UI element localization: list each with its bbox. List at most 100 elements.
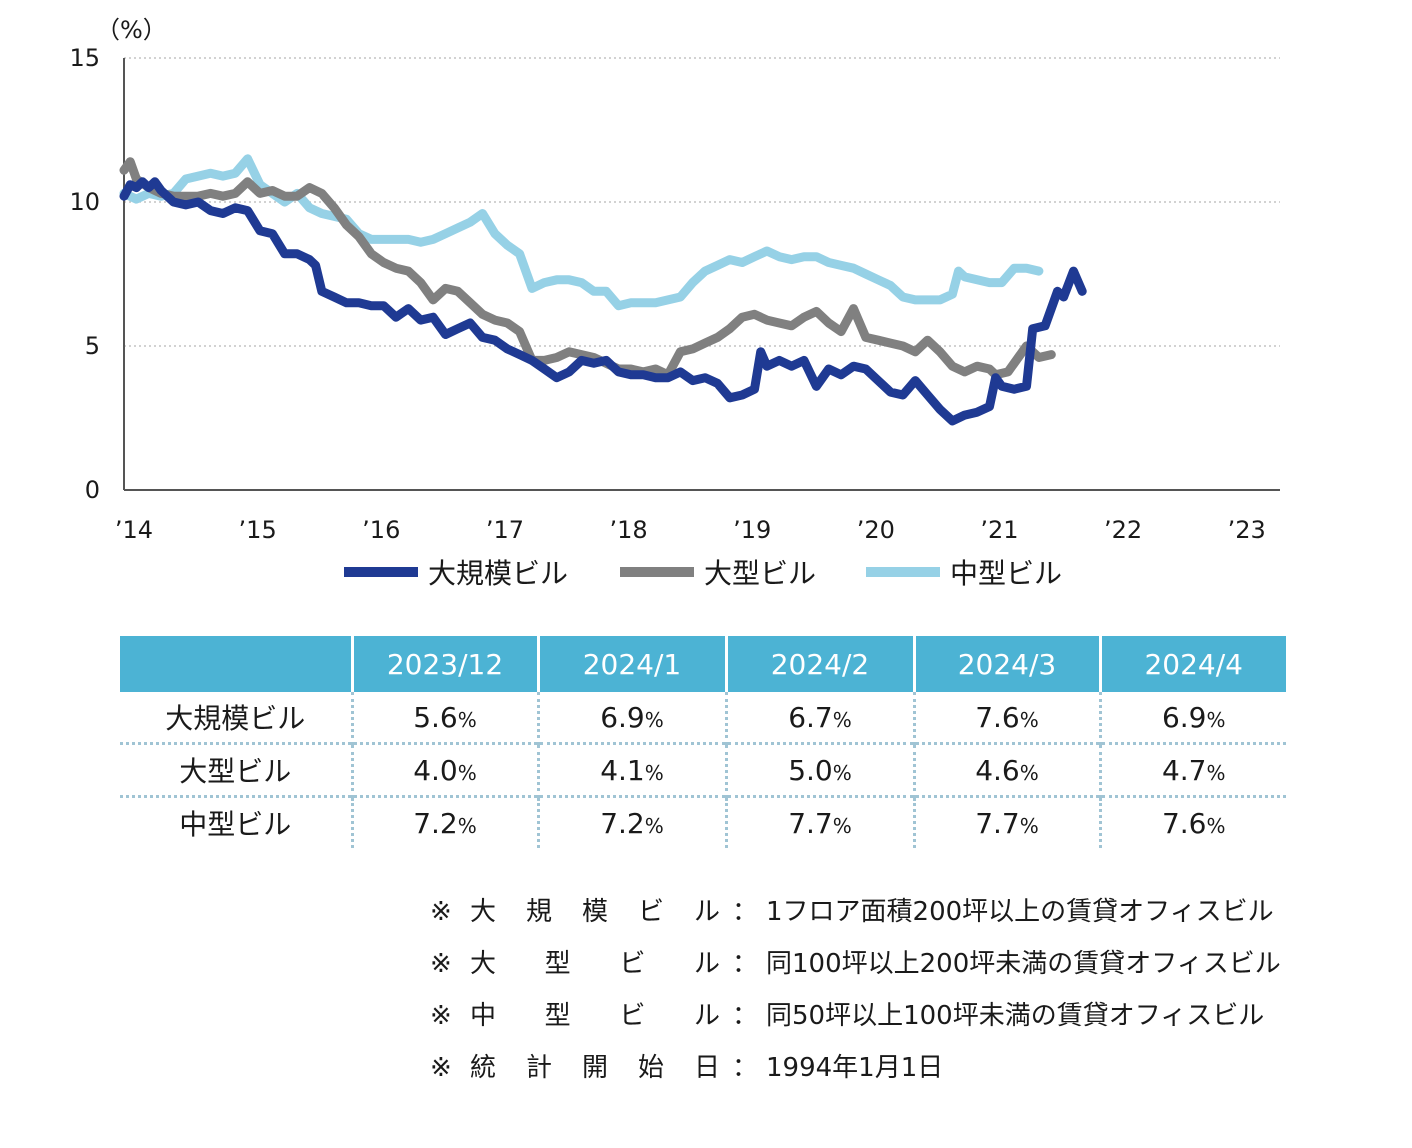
cell-value: 4.0 [413, 753, 458, 787]
note-term-char: 型 [544, 949, 571, 979]
cell-unit: % [457, 813, 477, 838]
note-mark: ※ [430, 1053, 452, 1083]
cell-value: 5.0 [788, 753, 833, 787]
cell-value: 6.9 [1161, 700, 1207, 734]
table-cell: 4.6% [912, 742, 1100, 797]
x-tick-label: ’23 [1228, 516, 1266, 544]
x-tick-label: ’22 [1104, 516, 1142, 544]
cell-value: 4.6 [975, 753, 1020, 787]
note-term: 中 型 ビ ル [470, 990, 732, 1042]
cell-unit: % [832, 760, 852, 785]
table-cell: 7.2% [350, 795, 538, 848]
note-colon: ： [732, 949, 759, 979]
cell-unit: % [1206, 707, 1226, 732]
table-cell: 4.7% [1098, 742, 1286, 797]
cell-unit: % [1019, 813, 1039, 838]
cell-unit: % [457, 760, 477, 785]
y-tick-label: 5 [85, 332, 100, 360]
cell-value: 6.7 [788, 700, 833, 734]
x-tick-label: ’19 [733, 516, 771, 544]
note-term-char: 大 [470, 949, 497, 979]
note-term-char: ビ [637, 897, 664, 927]
note-term-char: 模 [581, 897, 608, 927]
table-cell: 6.9% [1098, 692, 1286, 744]
note-term: 大 規 模 ビ ル [470, 886, 732, 938]
table-header-cell: 2024/1 [536, 636, 726, 692]
note-row: ※ 統 計 開 始 日 ： 1994年1月1日 [430, 1042, 1281, 1094]
table-header-cell: 2023/12 [350, 636, 538, 692]
table-cell: 6.9% [536, 692, 726, 744]
table-cell: 5.0% [724, 742, 914, 797]
x-tick-label: ’18 [609, 516, 647, 544]
gridlines [124, 57, 1280, 347]
table-row: 大型ビル 4.0% 4.1% 5.0% 4.6% 4.7% [120, 742, 1286, 797]
cell-unit: % [832, 813, 852, 838]
note-colon: ： [732, 1053, 759, 1083]
table-header-cell: 2024/3 [912, 636, 1100, 692]
y-tick-label: 10 [69, 188, 100, 216]
note-mark: ※ [430, 1001, 452, 1031]
x-tick-label: ’17 [486, 516, 524, 544]
note-term: 大 型 ビ ル [470, 938, 732, 990]
note-term-char: 大 [470, 897, 497, 927]
note-description: 1フロア面積200坪以上の賃貸オフィスビル [766, 897, 1274, 927]
cell-value: 7.6 [975, 700, 1020, 734]
table-cell: 7.7% [912, 795, 1100, 848]
note-mark: ※ [430, 949, 452, 979]
note-term-char: 型 [544, 1001, 571, 1031]
note-term-char: 中 [470, 1001, 497, 1031]
note-description: 同100坪以上200坪未満の賃貸オフィスビル [766, 949, 1281, 979]
table-cell: 7.2% [536, 795, 726, 848]
legend-item-medium: 中型ビル [866, 548, 1062, 596]
cell-value: 7.2 [600, 806, 645, 840]
x-tick-label: ’16 [362, 516, 400, 544]
cell-unit: % [644, 813, 664, 838]
table-cell: 4.0% [350, 742, 538, 797]
table-header-cell: 2024/4 [1098, 636, 1286, 692]
cell-value: 5.6 [413, 700, 458, 734]
legend-label-large-scale: 大規模ビル [428, 557, 569, 590]
table-cell: 7.7% [724, 795, 914, 848]
table-header-corner [120, 636, 352, 692]
row-label: 大型ビル [120, 742, 352, 797]
note-colon: ： [732, 1001, 759, 1031]
table-row: 大規模ビル 5.6% 6.9% 6.7% 7.6% 6.9% [120, 692, 1286, 744]
legend-swatch-large-scale [344, 567, 418, 577]
legend-label-large: 大型ビル [704, 557, 817, 590]
row-label: 大規模ビル [165, 702, 306, 735]
y-axis-ticks: 0 5 10 15 [69, 44, 100, 504]
cell-unit: % [457, 707, 477, 732]
x-tick-label: ’15 [239, 516, 277, 544]
cell-value: 7.7 [975, 806, 1020, 840]
cell-value: 7.6 [1161, 806, 1207, 840]
note-term-char: 統 [470, 1053, 497, 1083]
note-row: ※ 中 型 ビ ル ： 同50坪以上100坪未満の賃貸オフィスビル [430, 990, 1281, 1042]
cell-value: 7.2 [413, 806, 458, 840]
cell-unit: % [1206, 760, 1226, 785]
legend-item-large-scale: 大規模ビル [344, 548, 568, 596]
table-cell: 7.6% [912, 692, 1100, 744]
cell-unit: % [1019, 760, 1039, 785]
cell-value: 6.9 [600, 700, 645, 734]
note-term-char: ル [693, 897, 720, 927]
vacancy-rate-table: 2023/12 2024/1 2024/2 2024/3 2024/4 大規模ビ… [120, 636, 1286, 848]
y-tick-label: 0 [85, 476, 100, 504]
cell-value: 7.7 [788, 806, 833, 840]
x-tick-label: ’21 [980, 516, 1018, 544]
note-description: 1994年1月1日 [766, 1053, 944, 1083]
note-term: 統 計 開 始 日 [470, 1042, 732, 1094]
legend-swatch-medium [866, 567, 940, 577]
note-colon: ： [732, 897, 759, 927]
note-term-char: ビ [619, 1001, 646, 1031]
note-term-char: ビ [619, 949, 646, 979]
legend-label-medium: 中型ビル [950, 557, 1063, 590]
cell-unit: % [1019, 707, 1039, 732]
note-description: 同50坪以上100坪未満の賃貸オフィスビル [766, 1001, 1265, 1031]
y-axis-unit-label: （%） [96, 16, 167, 44]
y-tick-label: 15 [69, 44, 100, 72]
note-term-char: 始 [637, 1053, 664, 1083]
series-line-large [119, 157, 1056, 380]
x-axis-ticks: ’14 ’15 ’16 ’17 ’18 ’19 ’20 ’21 ’22 ’23 [115, 516, 1266, 544]
series-line-large-scale [119, 177, 1087, 426]
legend-item-large: 大型ビル [620, 548, 816, 596]
